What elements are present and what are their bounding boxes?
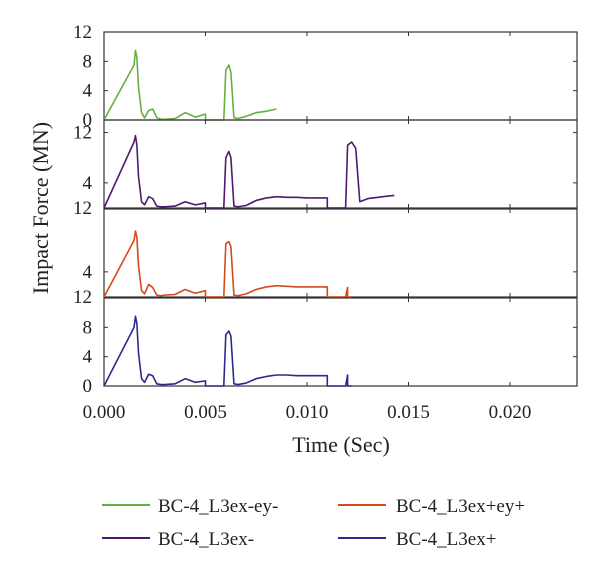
y-tick-label: 0 <box>83 376 93 397</box>
x-axis: 0.000 0.005 0.010 0.015 0.020 <box>83 402 532 423</box>
x-tick-label: 0.000 <box>83 402 126 423</box>
panel-3: 124 <box>73 208 578 308</box>
panel-frame <box>103 208 578 298</box>
legend-label: BC-4_L3ex+ <box>396 529 496 550</box>
x-axis-label: Time (Sec) <box>292 432 390 457</box>
y-tick-label: 8 <box>83 317 93 338</box>
panel-1: 0 4 8 12 <box>73 22 578 131</box>
y-tick-label: 4 <box>83 173 93 194</box>
y-tick-label: 12 <box>73 123 92 144</box>
y-tick-label: 4 <box>83 262 93 283</box>
y-tick-label: 4 <box>83 81 93 102</box>
y-tick-label: 4 <box>83 347 93 368</box>
panel-frame <box>103 297 578 387</box>
legend-label: BC-4_L3ex- <box>158 529 254 550</box>
y-tick-label: 8 <box>83 51 93 72</box>
legend-label: BC-4_L3ex-ey- <box>158 496 278 517</box>
legend-item: BC-4_L3ex+ <box>338 529 496 550</box>
y-tick-label: 12 <box>73 22 92 43</box>
legend-label: BC-4_L3ex+ey+ <box>396 496 525 517</box>
x-tick-label: 0.015 <box>387 402 430 423</box>
legend-item: BC-4_L3ex- <box>102 529 254 550</box>
legend-item: BC-4_L3ex+ey+ <box>338 496 525 517</box>
y-tick-label: 12 <box>73 198 92 219</box>
y-tick-label: 12 <box>73 287 92 308</box>
x-tick-label: 0.005 <box>184 402 227 423</box>
x-tick-label: 0.020 <box>489 402 532 423</box>
panel-frame <box>103 119 578 209</box>
series-line-3 <box>103 230 352 298</box>
y-tick-label: 0 <box>83 110 93 131</box>
panel-4: 0 4 8 <box>83 297 578 397</box>
series-line-4 <box>103 315 352 387</box>
panel-2: 12 4 12 <box>73 119 578 219</box>
y-axis-label: Impact Force (MN) <box>28 122 53 294</box>
x-tick-label: 0.010 <box>286 402 329 423</box>
panel-frame <box>103 31 578 121</box>
series-line-1 <box>103 49 277 121</box>
legend: BC-4_L3ex-ey- BC-4_L3ex+ey+ BC-4_L3ex- BC-4… <box>102 496 525 550</box>
legend-item: BC-4_L3ex-ey- <box>102 496 278 517</box>
series-line-2 <box>103 134 395 209</box>
